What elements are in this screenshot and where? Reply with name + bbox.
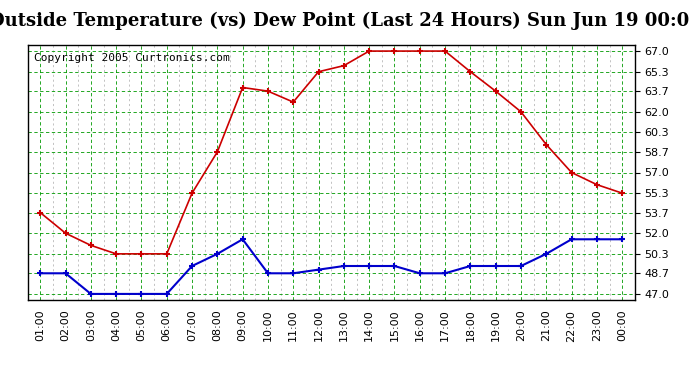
Text: Copyright 2005 Curtronics.com: Copyright 2005 Curtronics.com bbox=[34, 53, 229, 63]
Text: Outside Temperature (vs) Dew Point (Last 24 Hours) Sun Jun 19 00:00: Outside Temperature (vs) Dew Point (Last… bbox=[0, 11, 690, 30]
